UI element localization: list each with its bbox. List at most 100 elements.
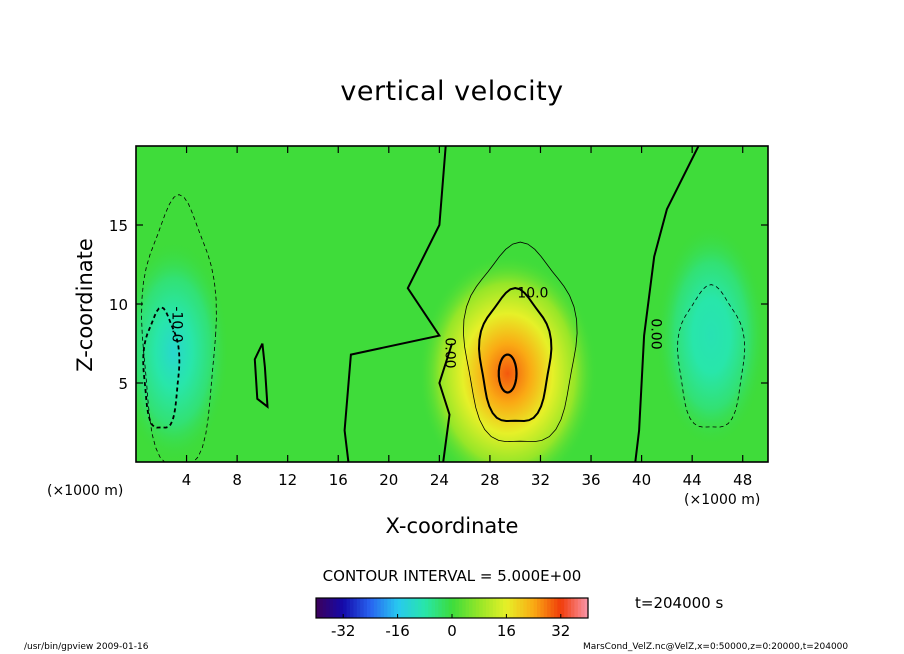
colorbar-cell [353, 598, 358, 618]
x-tick-label: 16 [329, 471, 348, 489]
time-label: t=204000 s [635, 594, 724, 612]
colorbar-cell [520, 598, 524, 618]
colorbar-cell [509, 598, 514, 618]
colorbar-cell [530, 598, 535, 618]
colorbar-cell [533, 598, 538, 618]
colorbar-cell [489, 598, 494, 618]
colorbar-cell [418, 598, 422, 618]
colorbar-cell [363, 598, 368, 618]
colorbar-cell [404, 598, 409, 618]
contour-label: 0.00 [648, 318, 664, 349]
colorbar-cell [343, 598, 348, 618]
y-axis-label: Z-coordinate [73, 238, 97, 372]
x-tick-label: 28 [480, 471, 499, 489]
colorbar-cell [367, 598, 371, 618]
x-tick-label: 4 [182, 471, 192, 489]
colorbar-cell [516, 598, 521, 618]
field-downdraft [656, 225, 767, 446]
x-tick-label: 8 [232, 471, 242, 489]
x-unit-left: (×1000 m) [47, 483, 124, 499]
colorbar-cell [455, 598, 460, 618]
colorbar-tick-label: -16 [385, 622, 410, 640]
x-tick-label: 44 [683, 471, 702, 489]
colorbar-cell [435, 598, 439, 618]
contour-lines [141, 146, 746, 462]
colorbar-cell [506, 598, 511, 618]
colorbar-cell [414, 598, 419, 618]
colorbar-cell [571, 598, 575, 618]
contour-0-small [253, 343, 269, 409]
colorbar-cell [452, 598, 456, 618]
colorbar-cell [384, 598, 388, 618]
colorbar-cell [486, 598, 490, 618]
colorbar-cell [448, 598, 453, 618]
colorbar-cell [360, 598, 365, 618]
colorbar-cell [424, 598, 429, 618]
footer-left: /usr/bin/gpview 2009-01-16 [24, 642, 149, 652]
colorbar-cell [482, 598, 487, 618]
contour-0-left [343, 146, 447, 462]
colorbar-cell [543, 598, 548, 618]
colorbar-cell [316, 598, 320, 618]
colorbar-cell [557, 598, 562, 618]
colorbar-cell [390, 598, 395, 618]
contour-5 [462, 241, 578, 443]
contour-0-center [438, 343, 453, 462]
x-tick-label: 12 [278, 471, 297, 489]
colorbar-cell [329, 598, 334, 618]
colorbar-cell [560, 598, 565, 618]
field-downdraft [136, 241, 229, 462]
colorbar-cell [387, 598, 392, 618]
x-tick-label: 32 [531, 471, 550, 489]
colorbar-cell [431, 598, 436, 618]
contour-10 [477, 286, 553, 423]
x-tick-label: 24 [430, 471, 449, 489]
contour-labels: 10.0 0.00 0.00 -10.0 [169, 286, 664, 369]
colorbar-cell [584, 598, 589, 618]
colorbar-cell [428, 598, 433, 618]
colorbar: -32 -16 0 16 32 [315, 597, 589, 640]
contour-interval: CONTOUR INTERVAL = 5.000E+00 [322, 567, 582, 585]
colorbar-cell [326, 598, 331, 618]
colorbar-cell [499, 598, 504, 618]
colorbar-cell [319, 598, 324, 618]
x-axis: 4 8 12 16 20 24 28 32 36 40 44 48 [182, 146, 752, 489]
contour-0-right [634, 146, 700, 462]
colorbar-cell [373, 598, 378, 618]
colorbar-cell [581, 598, 586, 618]
x-tick-label: 40 [632, 471, 651, 489]
colorbar-cell [513, 598, 518, 618]
y-tick-label: 15 [109, 217, 128, 235]
contour-label: 10.0 [517, 286, 548, 302]
colorbar-cell [547, 598, 552, 618]
colorbar-cell [421, 598, 426, 618]
colorbar-cell [475, 598, 480, 618]
colorbar-cell [577, 598, 582, 618]
colorbar-cell [407, 598, 412, 618]
colorbar-cell [537, 598, 541, 618]
colorbar-cell [465, 598, 470, 618]
y-tick-label: 10 [109, 296, 128, 314]
x-unit-right: (×1000 m) [684, 492, 761, 508]
colorbar-cell [333, 598, 337, 618]
chart-title: vertical velocity [340, 76, 564, 107]
colorbar-tick-label: 32 [551, 622, 570, 640]
colorbar-tick-label: 16 [497, 622, 516, 640]
contour-label: -10.0 [169, 306, 185, 342]
colorbar-cell [445, 598, 450, 618]
colorbar-cell [380, 598, 385, 618]
colorbar-tick-label: -32 [331, 622, 356, 640]
colorbar-cell [554, 598, 558, 618]
y-axis: 5 10 15 [109, 217, 768, 393]
colorbar-cell [339, 598, 344, 618]
colorbar-cell [336, 598, 341, 618]
colorbar-cell [492, 598, 497, 618]
x-tick-label: 36 [581, 471, 600, 489]
colorbar-cell [397, 598, 402, 618]
colorbar-cell [469, 598, 473, 618]
colorbar-cell [567, 598, 572, 618]
velocity-field [136, 225, 767, 462]
x-tick-label: 20 [379, 471, 398, 489]
colorbar-cell [394, 598, 399, 618]
